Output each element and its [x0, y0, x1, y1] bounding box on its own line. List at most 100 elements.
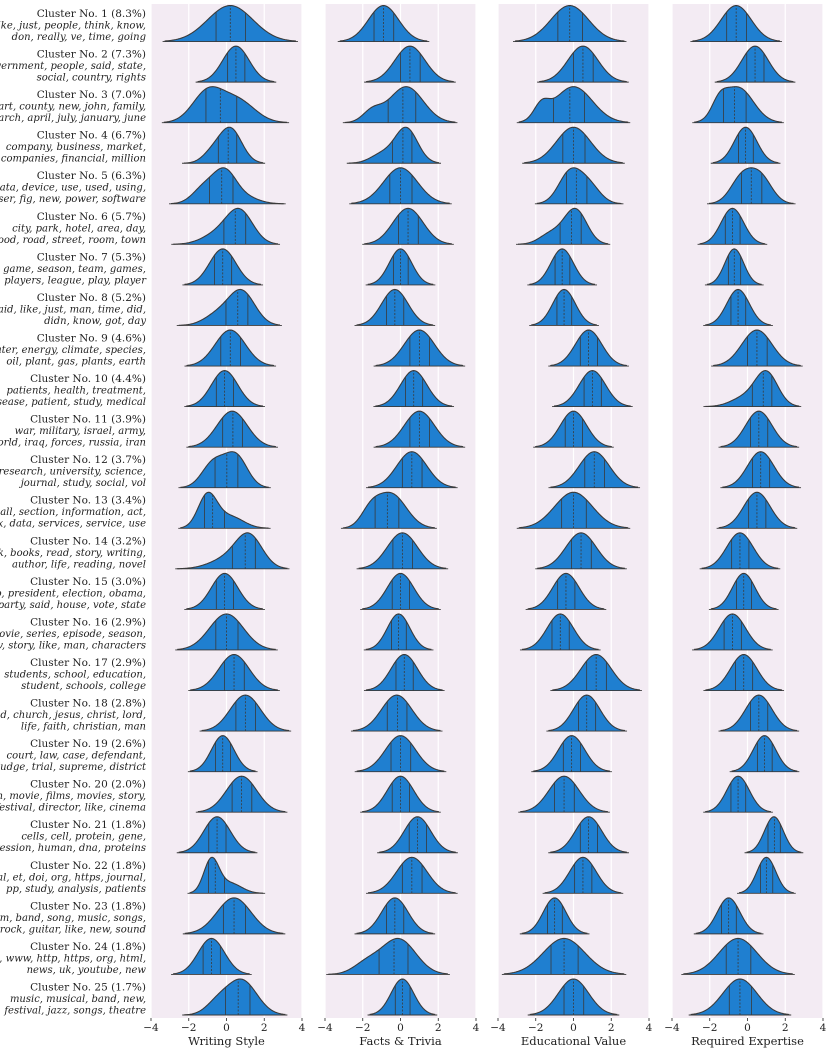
density-outline: [694, 86, 782, 123]
cluster-title: Cluster No. 8 (5.2%): [37, 292, 146, 304]
cluster-keywords: march, april, july, january, june: [0, 113, 146, 124]
density-area: [746, 816, 802, 853]
density-outline: [184, 126, 264, 164]
cluster-keywords: festival, jazz, songs, theatre: [3, 1005, 146, 1016]
x-tick-label: −4: [143, 1022, 159, 1034]
panel-axis-title: Writing Style: [188, 1034, 265, 1048]
x-tick-label: −2: [355, 1022, 370, 1034]
cluster-keywords: war, military, israel, army,: [15, 426, 146, 437]
cluster-keywords: album, band, song, music, songs,: [0, 913, 146, 924]
cluster-keywords: com, www, http, https, org, html,: [0, 953, 146, 964]
cluster-title: Cluster No. 16 (2.9%): [30, 616, 146, 628]
cluster-keywords: company, business, market,: [6, 142, 146, 153]
x-tick-label: 4: [820, 1022, 827, 1034]
cluster-title: Cluster No. 17 (2.9%): [30, 657, 146, 669]
cluster-keywords: life, faith, christian, man: [21, 722, 146, 733]
cluster-title: Cluster No. 11 (3.9%): [30, 414, 146, 426]
cluster-keywords: social, country, rights: [37, 73, 146, 84]
density-outline: [188, 410, 277, 448]
x-tick-label: 4: [299, 1022, 306, 1034]
x-tick-label: 4: [646, 1022, 653, 1034]
density-outline: [536, 167, 622, 205]
density-area: [352, 695, 441, 732]
cluster-keywords: patients, health, treatment,: [6, 386, 146, 397]
cluster-keywords: tax, data, services, service, use: [0, 519, 146, 530]
cluster-title: Cluster No. 23 (1.8%): [30, 900, 146, 912]
density-area: [184, 979, 286, 1015]
cluster-keywords: world, iraq, forces, russia, iran: [0, 438, 146, 449]
x-tick-label: −2: [528, 1022, 543, 1034]
cluster-title: Cluster No. 3 (7.0%): [37, 89, 146, 101]
density-outline: [177, 532, 288, 570]
cluster-keywords: students, school, education,: [4, 669, 146, 680]
cluster-keywords: research, university, science,: [0, 467, 146, 478]
density-outline: [180, 491, 269, 529]
cluster-keywords: game, season, team, games,: [3, 264, 146, 275]
cluster-title: Cluster No. 22 (1.8%): [30, 860, 146, 872]
cluster-keywords: data, device, use, used, using,: [0, 183, 146, 194]
density-outline: [189, 856, 264, 894]
cluster-keywords: tv, story, like, man, characters: [0, 640, 146, 651]
density-outline: [692, 5, 781, 42]
density-area: [348, 127, 439, 164]
density-outline: [514, 5, 625, 42]
cluster-title: Cluster No. 9 (4.6%): [37, 332, 146, 344]
panel-axis-title: Required Expertise: [691, 1034, 804, 1048]
x-tick-label: −4: [490, 1022, 506, 1034]
cluster-keywords: news, uk, youtube, new: [27, 965, 147, 976]
cluster-title: Cluster No. 10 (4.4%): [30, 373, 146, 385]
cluster-title: Cluster No. 12 (3.7%): [30, 454, 146, 466]
density-outline: [352, 694, 441, 732]
cluster-title: Cluster No. 18 (2.8%): [30, 698, 146, 710]
density-outline: [344, 86, 456, 124]
x-tick-label: −2: [181, 1022, 196, 1034]
density-outline: [339, 5, 428, 42]
density-outline: [163, 86, 288, 123]
cluster-keywords: didn, know, got, day: [44, 316, 146, 327]
density-outline: [342, 491, 435, 529]
density-outline: [173, 207, 279, 245]
cluster-keywords: court, law, case, defendant,: [7, 751, 146, 762]
cluster-keywords: book, books, read, story, writing,: [0, 548, 146, 559]
density-outline: [184, 978, 286, 1016]
x-tick-label: −2: [702, 1022, 717, 1034]
density-area: [694, 86, 782, 123]
cluster-keywords: music, musical, band, new,: [10, 994, 146, 1005]
density-area: [188, 411, 276, 448]
x-tick-label: 0: [397, 1022, 404, 1034]
x-tick-label: 0: [223, 1022, 230, 1034]
cluster-title: Cluster No. 25 (1.7%): [30, 981, 146, 993]
density-area: [536, 167, 622, 204]
x-tick-label: −4: [664, 1022, 680, 1034]
cluster-keywords: student, schools, college: [21, 681, 146, 692]
cluster-keywords: water, energy, climate, species,: [0, 345, 146, 356]
cluster-title: Cluster No. 24 (1.8%): [30, 941, 146, 953]
cluster-title: Cluster No. 15 (3.0%): [30, 576, 146, 588]
panel-axis-title: Educational Value: [521, 1034, 626, 1048]
density-outline: [746, 816, 802, 853]
x-tick-label: 2: [261, 1022, 268, 1034]
cluster-title: Cluster No. 4 (6.7%): [37, 130, 146, 142]
density-outline: [328, 937, 448, 975]
density-area: [173, 208, 279, 245]
density-area: [328, 938, 448, 975]
cluster-keywords: city, park, hotel, area, day,: [12, 223, 146, 234]
cluster-keywords: judge, trial, supreme, district: [0, 762, 147, 773]
density-area: [180, 451, 269, 488]
cluster-title: Cluster No. 2 (7.3%): [37, 49, 146, 61]
cluster-keywords: like, just, people, think, know,: [0, 21, 146, 32]
density-outline: [180, 451, 269, 488]
cluster-keywords: al, et, doi, org, https, journal,: [0, 872, 146, 883]
x-tick-label: 2: [782, 1022, 789, 1034]
cluster-title: Cluster No. 5 (6.3%): [37, 170, 146, 182]
density-area: [342, 492, 435, 529]
cluster-keywords: rock, guitar, like, new, sound: [0, 924, 146, 935]
density-area: [163, 86, 288, 123]
cluster-keywords: journal, study, social, vol: [19, 478, 146, 489]
cluster-title: Cluster No. 13 (3.4%): [30, 495, 146, 507]
density-area: [171, 167, 284, 204]
cluster-keywords: trump, president, election, obama,: [0, 588, 146, 599]
cluster-keywords: cells, cell, protein, gene,: [21, 832, 146, 843]
density-outline: [517, 207, 609, 245]
cluster-keywords: author, life, reading, novel: [12, 559, 146, 570]
